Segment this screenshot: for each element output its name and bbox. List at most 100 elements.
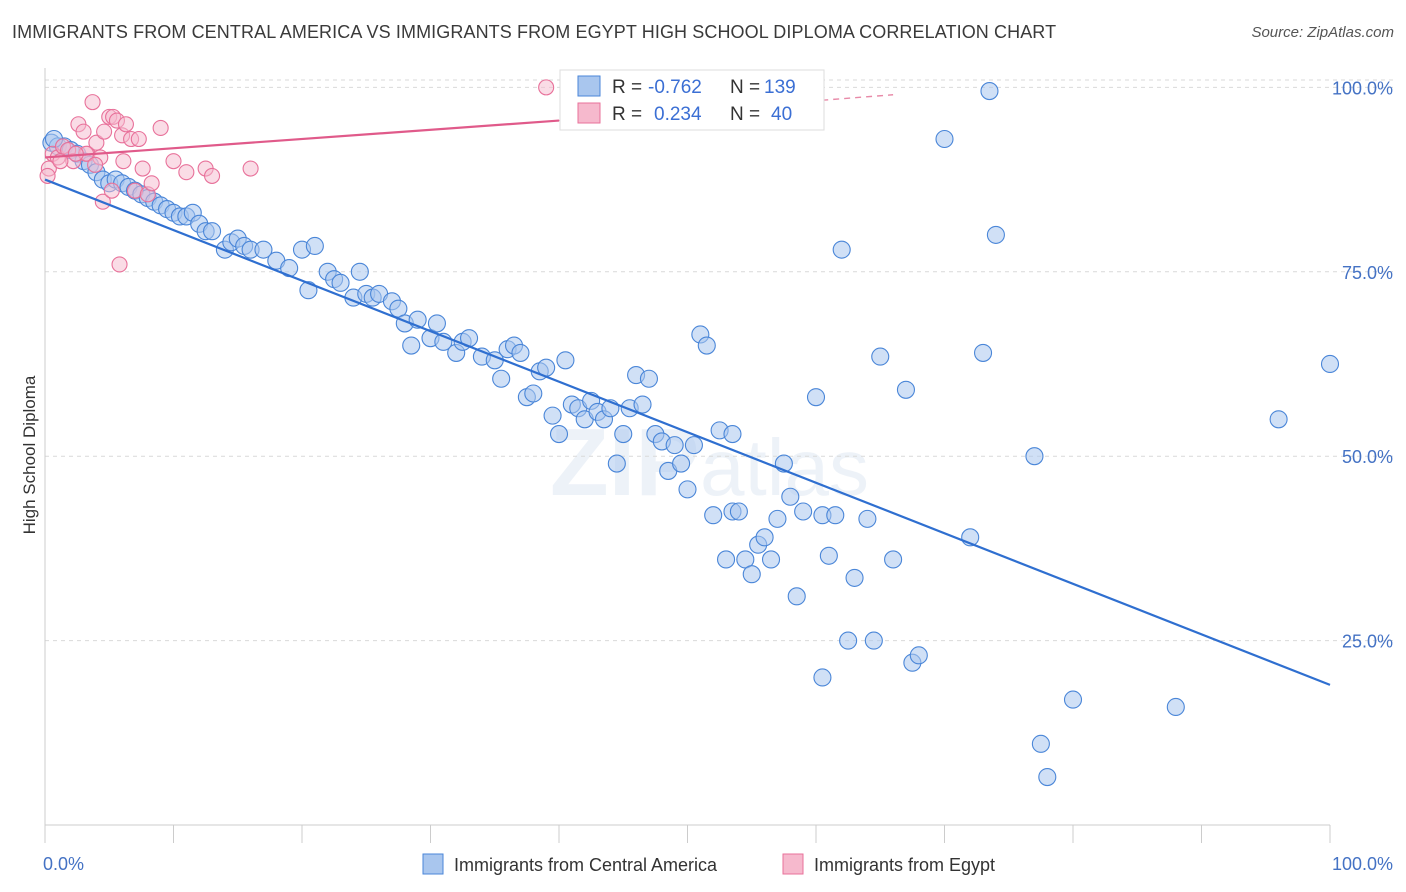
stats-n-label-pink: N =	[730, 104, 760, 125]
point-central-america	[331, 273, 350, 292]
axes: 25.0% 50.0% 75.0% 100.0% 0.0% 100.0%	[43, 68, 1393, 874]
point-central-america	[826, 506, 845, 525]
series-central-america	[42, 82, 1340, 787]
point-central-america	[684, 436, 703, 455]
point-central-america	[909, 646, 928, 665]
point-central-america	[402, 336, 421, 355]
point-central-america	[350, 262, 369, 281]
point-central-america	[678, 480, 697, 499]
point-central-america	[723, 425, 742, 444]
point-central-america	[549, 425, 569, 444]
legend-swatch-blue	[422, 853, 444, 875]
point-central-america	[806, 388, 826, 407]
point-central-america	[1320, 354, 1340, 374]
point-egypt	[75, 123, 92, 140]
point-central-america	[492, 369, 511, 388]
point-egypt	[117, 116, 135, 133]
point-central-america	[980, 82, 999, 101]
y-tick-label: 50.0%	[1342, 447, 1393, 467]
point-central-america	[761, 550, 781, 569]
point-central-america	[864, 631, 883, 650]
point-central-america	[607, 454, 626, 473]
point-central-america	[614, 425, 633, 444]
point-central-america	[858, 509, 877, 528]
point-central-america	[639, 369, 659, 388]
source-credit: Source: ZipAtlas.com	[1251, 24, 1394, 41]
point-central-america	[896, 380, 916, 399]
stats-n-value-blue: 139	[764, 77, 796, 98]
point-egypt	[88, 134, 105, 151]
point-egypt	[39, 167, 56, 184]
point-central-america	[633, 395, 652, 414]
point-central-america	[832, 240, 851, 259]
x-tick-label-min: 0.0%	[43, 854, 84, 874]
point-central-america	[781, 487, 800, 506]
point-central-america	[742, 565, 761, 584]
point-central-america	[871, 347, 890, 366]
point-central-america	[254, 240, 273, 259]
point-egypt	[143, 175, 160, 192]
point-central-america	[704, 506, 723, 525]
point-central-america	[839, 631, 858, 650]
y-axis-label: High School Diploma	[20, 375, 39, 534]
trend-lines	[44, 94, 1331, 686]
point-central-america	[524, 384, 543, 403]
point-central-america	[819, 546, 838, 565]
point-central-america	[1166, 697, 1185, 717]
chart-title: IMMIGRANTS FROM CENTRAL AMERICA VS IMMIG…	[12, 22, 1057, 42]
point-central-america	[1038, 768, 1057, 787]
y-tick-label: 100.0%	[1332, 78, 1393, 98]
point-central-america	[1025, 447, 1044, 466]
series-egypt	[39, 79, 555, 273]
point-central-america	[935, 129, 954, 149]
point-egypt	[204, 167, 221, 184]
legend-swatch-pink	[782, 853, 804, 875]
point-central-america	[986, 225, 1005, 244]
point-central-america	[845, 568, 864, 587]
point-central-america	[672, 454, 691, 473]
point-egypt	[87, 156, 104, 173]
point-central-america	[973, 343, 993, 362]
trend-central-america	[44, 178, 1331, 686]
stats-n-label-blue: N =	[730, 77, 760, 98]
point-egypt	[178, 164, 195, 181]
point-central-america	[794, 502, 813, 521]
point-central-america	[427, 314, 446, 333]
point-egypt	[96, 123, 113, 140]
point-central-america	[305, 236, 324, 256]
point-central-america	[787, 587, 806, 606]
point-egypt	[152, 119, 169, 136]
point-central-america	[716, 550, 736, 569]
point-central-america	[1269, 410, 1288, 429]
legend-label-central-america: Immigrants from Central America	[454, 855, 718, 875]
stats-swatch-pink	[577, 102, 601, 124]
point-central-america	[1031, 734, 1050, 753]
point-egypt	[134, 160, 151, 177]
point-egypt	[538, 79, 555, 96]
point-central-america	[884, 550, 903, 569]
point-central-america	[556, 351, 575, 370]
point-central-america	[755, 528, 774, 547]
point-egypt	[115, 153, 132, 170]
point-central-america	[543, 406, 562, 425]
point-central-america	[665, 436, 684, 455]
stats-swatch-blue	[577, 75, 601, 97]
point-central-america	[203, 222, 222, 241]
point-egypt	[111, 256, 128, 273]
stats-r-label-blue: R =	[612, 77, 642, 98]
point-egypt	[103, 182, 120, 199]
legend: Immigrants from Central America Immigran…	[422, 853, 995, 875]
stats-r-value-blue: -0.762	[648, 77, 702, 98]
legend-label-egypt: Immigrants from Egypt	[814, 855, 995, 875]
x-tick-label-max: 100.0%	[1332, 854, 1393, 874]
point-central-america	[768, 509, 787, 528]
point-egypt	[165, 153, 182, 170]
stats-r-value-pink: 0.234	[654, 104, 702, 125]
trend-egypt	[44, 119, 560, 159]
point-egypt	[130, 130, 147, 148]
y-tick-label: 25.0%	[1342, 632, 1393, 652]
stats-r-label-pink: R =	[612, 104, 642, 125]
point-central-america	[697, 336, 716, 355]
y-tick-label: 75.0%	[1342, 263, 1393, 283]
